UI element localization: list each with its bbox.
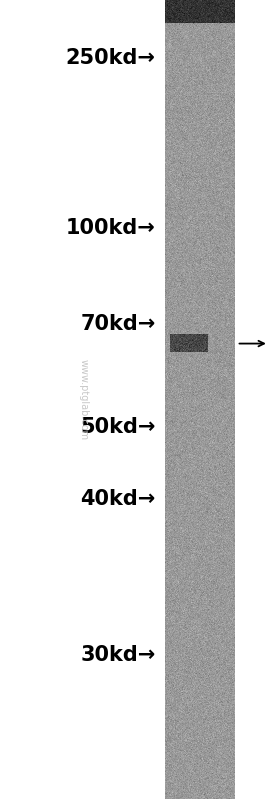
Text: 70kd→: 70kd→: [80, 313, 155, 334]
Text: 50kd→: 50kd→: [80, 417, 155, 438]
Text: 40kd→: 40kd→: [80, 489, 155, 510]
Text: 100kd→: 100kd→: [66, 217, 155, 238]
Text: 30kd→: 30kd→: [80, 645, 155, 666]
Text: www.ptglab.com: www.ptglab.com: [79, 359, 89, 440]
Text: 250kd→: 250kd→: [66, 47, 155, 68]
